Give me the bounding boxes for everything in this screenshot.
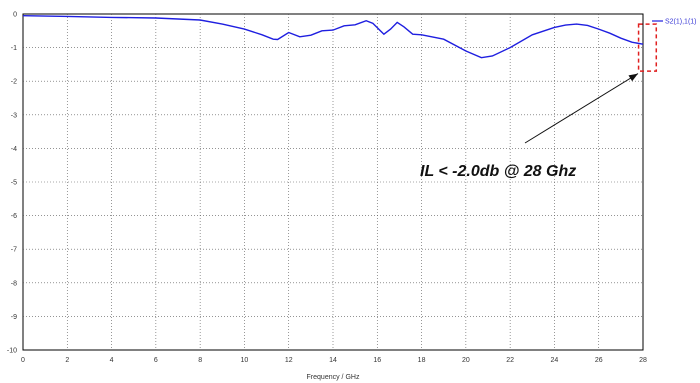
y-tick-label: -3 — [11, 112, 17, 119]
x-tick-label: 28 — [639, 357, 647, 364]
y-tick-label: -5 — [11, 180, 17, 187]
x-tick-label: 12 — [285, 357, 293, 364]
y-tick-label: 0 — [13, 12, 17, 19]
annotation-text: IL < -2.0db @ 28 Ghz — [420, 163, 576, 180]
x-tick-label: 22 — [506, 357, 514, 364]
x-tick-label: 6 — [154, 357, 158, 364]
y-tick-label: -1 — [11, 45, 17, 52]
y-tick-label: -6 — [11, 213, 17, 220]
x-tick-label: 14 — [329, 357, 337, 364]
x-tick-label: 2 — [65, 357, 69, 364]
x-axis-title: Frequency / GHz — [307, 374, 360, 381]
y-tick-label: -9 — [11, 314, 17, 321]
axis-ticks: 0 2 4 6 8 10 12 14 16 18 20 22 24 26 280-1-2-3-4-5-6-7… — [7, 12, 647, 365]
series-line-s21 — [22, 15, 644, 59]
annotation-arrowhead — [628, 73, 638, 82]
y-tick-label: -4 — [11, 146, 17, 153]
y-tick-label: -7 — [11, 247, 17, 254]
x-tick-label: 26 — [595, 357, 603, 364]
legend-label-s21: S2(1),1(1) — [665, 19, 697, 26]
x-tick-label: 4 — [110, 357, 114, 364]
x-tick-label: 18 — [418, 357, 426, 364]
x-tick-label: 0 — [21, 357, 25, 364]
x-tick-label: 24 — [551, 357, 559, 364]
x-tick-label: 8 — [198, 357, 202, 364]
annotation-arrow — [524, 73, 639, 144]
y-tick-label: -10 — [7, 348, 17, 355]
x-tick-label: 16 — [373, 357, 381, 364]
highlight-box — [637, 23, 658, 72]
x-tick-label: 20 — [462, 357, 470, 364]
y-tick-label: -8 — [11, 280, 17, 287]
x-tick-label: 10 — [241, 357, 249, 364]
grid — [23, 14, 643, 350]
y-tick-label: -2 — [11, 79, 17, 86]
